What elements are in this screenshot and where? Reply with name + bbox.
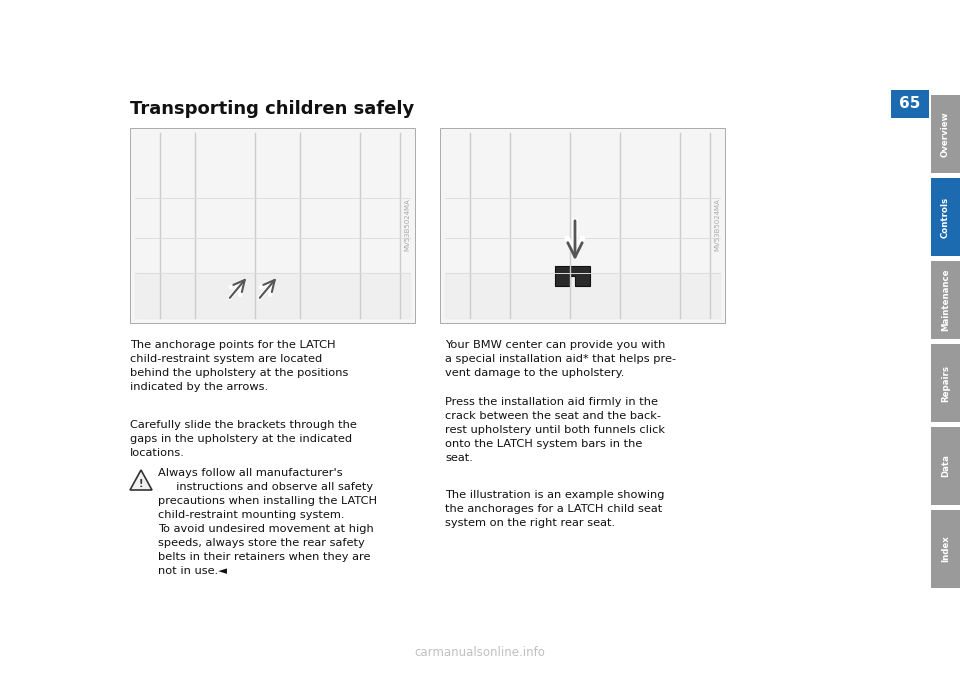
Bar <box>130 128 415 323</box>
Text: Press the installation aid firmly in the
crack between the seat and the back-
re: Press the installation aid firmly in the… <box>445 397 665 463</box>
Bar <box>931 510 960 588</box>
Bar <box>891 90 929 118</box>
Text: Maintenance: Maintenance <box>941 268 950 332</box>
Bar <box>931 344 960 422</box>
Polygon shape <box>555 266 590 286</box>
Text: Always follow all manufacturer's
     instructions and observe all safety
precau: Always follow all manufacturer's instruc… <box>158 468 377 576</box>
Text: Carefully slide the brackets through the
gaps in the upholstery at the indicated: Carefully slide the brackets through the… <box>130 420 357 458</box>
Bar <box>931 95 960 173</box>
Bar <box>931 261 960 339</box>
Text: Controls: Controls <box>941 197 950 237</box>
Text: MV53B5024MA: MV53B5024MA <box>404 199 410 252</box>
Text: Repairs: Repairs <box>941 365 950 401</box>
Bar <box>931 427 960 505</box>
Text: The illustration is an example showing
the anchorages for a LATCH child seat
sys: The illustration is an example showing t… <box>445 490 664 528</box>
Text: Transporting children safely: Transporting children safely <box>130 100 415 118</box>
Bar <box>931 178 960 256</box>
Text: Overview: Overview <box>941 111 950 157</box>
Bar <box>440 128 725 323</box>
Text: Index: Index <box>941 536 950 563</box>
Text: 65: 65 <box>900 96 921 111</box>
Text: The anchorage points for the LATCH
child-restraint system are located
behind the: The anchorage points for the LATCH child… <box>130 340 348 392</box>
Text: Your BMW center can provide you with
a special installation aid* that helps pre-: Your BMW center can provide you with a s… <box>445 340 676 378</box>
Text: MV53B5024MA: MV53B5024MA <box>714 199 720 252</box>
Text: !: ! <box>139 479 143 489</box>
Text: carmanualsonline.info: carmanualsonline.info <box>415 647 545 660</box>
Polygon shape <box>130 470 152 490</box>
Text: Data: Data <box>941 454 950 477</box>
